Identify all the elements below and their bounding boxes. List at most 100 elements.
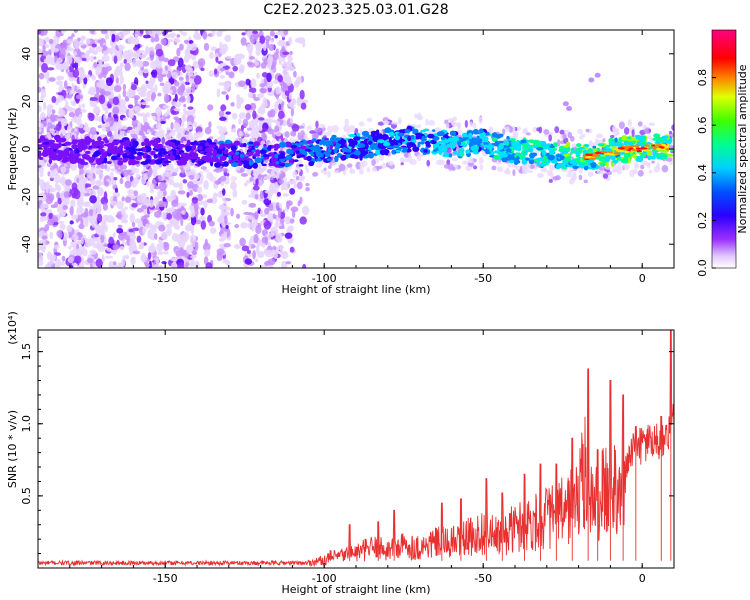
spectrogram-cell [81,54,90,58]
spectrogram-cell [370,130,378,135]
spectrogram-cell [296,96,302,107]
spectrogram-cell [228,156,232,161]
spectrogram-cell [313,132,319,139]
spectrogram-cell [202,30,208,40]
spectrogram-cell [255,145,259,149]
spectrogram-cell [242,143,247,148]
spectrogram-cell [256,72,260,79]
spectrogram-cell [72,69,80,78]
spectrogram-cell [219,62,227,67]
spectrogram-cell [160,211,167,219]
spectrogram-cell [274,101,279,111]
spectrogram-cell [90,55,94,63]
spectrogram-cell [383,120,388,125]
spectrogram-cell [266,80,274,89]
spectrogram-cell [39,215,45,223]
spectrogram-cell [81,103,86,109]
spectrogram-cell [423,149,428,153]
spectrogram-cell [425,140,431,146]
spectrogram-cell [93,61,98,68]
spectrogram-cell [285,76,292,83]
spectrogram-cell [329,136,337,142]
spectrogram-cell [626,136,632,140]
spectrogram-cell [478,157,484,165]
spectrogram-cell [86,187,92,194]
spectrogram-cell [219,116,227,122]
spectrogram-cell [296,181,303,190]
spectrogram-cell [551,160,558,164]
spectrogram-cell [651,160,655,164]
spectrogram-cell [54,154,61,159]
spectrogram-cell [148,167,153,175]
spectrogram-cell [130,84,137,91]
spectrogram-cell [188,40,194,45]
spectrogram-cell [117,160,124,166]
spectrogram-cell [179,171,187,178]
spectrogram-cell [279,245,283,253]
spectrogram-cell [122,30,129,36]
spectrogram-cell [173,116,179,121]
spectrogram-cell [189,234,197,242]
spectrogram-cell [70,199,76,208]
spectrogram-cell [94,150,101,157]
spectrogram-cell [473,165,478,170]
spectrogram-cell [104,181,109,187]
spectrogram-cell [163,171,169,175]
spectrogram-cell [287,55,293,62]
spectrogram-cell [353,136,361,141]
snr-ytick-label: 1.5 [20,343,33,361]
spectrogram-cell [528,159,535,165]
spectrogram-cell [470,145,477,152]
spectrogram-cell [528,144,534,148]
spectrogram-cell [80,108,87,113]
spectrogram-hot-cell [634,145,639,148]
spectrogram-cell [145,223,150,230]
spectrogram-cell [617,156,622,160]
spectrogram-cell [268,265,274,268]
spectrogram-hot-cell [624,150,630,154]
spectrogram-cell [106,47,113,53]
spectrogram-cell [451,157,458,162]
spectrogram-cell [244,258,253,265]
spectrogram-cell [123,149,130,153]
spectrogram-hot-cell [628,147,634,150]
spectrogram-cell [48,77,56,82]
spectrogram-cell [340,154,347,161]
spectrogram-cell [255,149,261,156]
spectrogram-cell [552,176,559,181]
spectrogram-cell [182,108,187,112]
spectrogram-cell [213,68,218,75]
spectrogram-cell [466,139,470,145]
spectrogram-cell [293,159,299,162]
spectrogram-cell [142,34,151,39]
spectrogram-cell [572,165,579,170]
spectrogram-cell [623,127,630,135]
spectrogram-cell [493,154,501,160]
spectrogram-cell [610,141,616,147]
spectrogram-cell [186,95,191,104]
spectrogram-cell [52,216,59,223]
spectrogram-cell [187,181,194,189]
spectrogram-cell [637,170,644,177]
colorbar-tick-label: 0.6 [696,116,709,134]
spectrogram-cell [416,112,422,120]
spectrogram-cell [147,252,152,260]
spectrogram-cell [270,39,274,44]
spectrogram-cell [274,164,281,168]
spectrogram-cell [240,37,247,46]
spectrogram-xtick-label: -150 [153,272,178,285]
spectrogram-cell [618,121,625,129]
spectrogram-cell [230,145,237,152]
spectrogram-cell [66,55,73,65]
spectrogram-cell [189,190,193,197]
spectrogram-cell [119,74,124,85]
spectrogram-cell [562,153,571,157]
spectrogram-cell [127,104,134,109]
spectrogram-cell [548,178,553,183]
spectrogram-cell [155,59,163,69]
spectrogram-cell [478,128,484,134]
spectrogram-cell [44,36,50,43]
spectrogram-cell [76,158,83,163]
spectrogram-cell [38,144,42,150]
snr-ylabel: SNR (10 * v/v) [6,410,19,488]
